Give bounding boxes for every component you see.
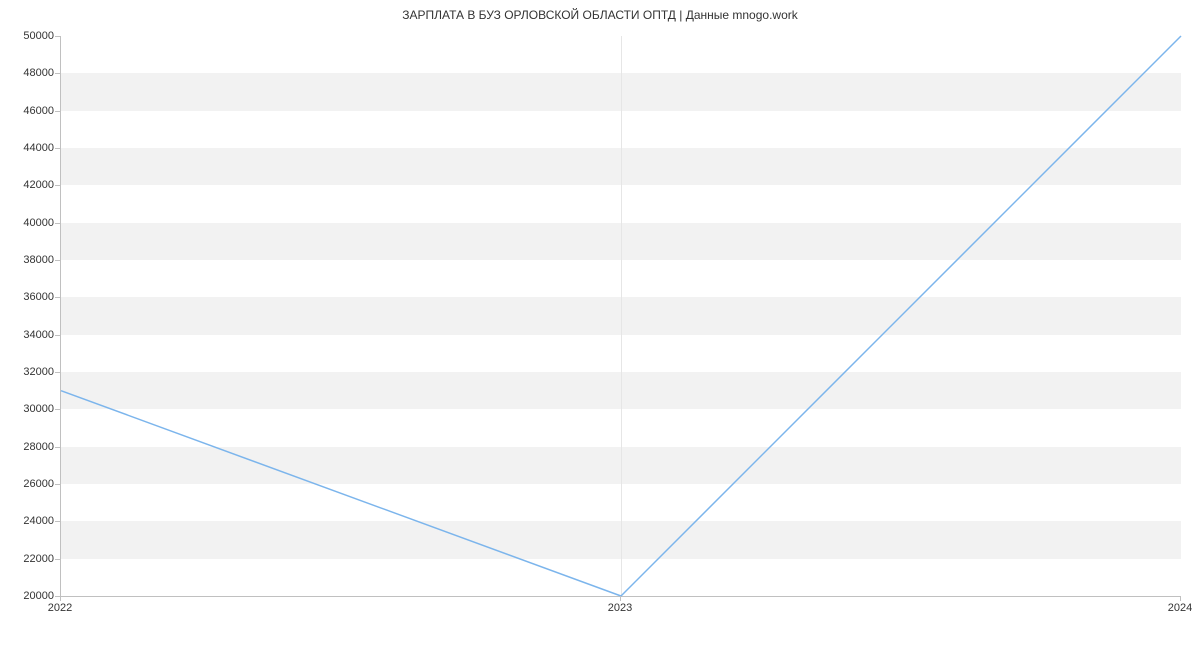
x-tick-mark <box>1180 596 1181 601</box>
y-tick-label: 40000 <box>4 217 54 229</box>
y-tick-mark <box>55 335 60 336</box>
y-tick-label: 28000 <box>4 441 54 453</box>
plot-area <box>60 36 1181 597</box>
y-tick-label: 30000 <box>4 403 54 415</box>
series-line-salary <box>61 36 1181 596</box>
x-tick-label: 2023 <box>608 602 632 614</box>
chart-title: ЗАРПЛАТА В БУЗ ОРЛОВСКОЙ ОБЛАСТИ ОПТД | … <box>0 8 1200 22</box>
y-tick-mark <box>55 521 60 522</box>
x-tick-mark <box>60 596 61 601</box>
y-tick-mark <box>55 447 60 448</box>
y-tick-label: 22000 <box>4 553 54 565</box>
y-tick-mark <box>55 260 60 261</box>
line-layer <box>61 36 1181 596</box>
y-tick-label: 46000 <box>4 105 54 117</box>
y-tick-mark <box>55 223 60 224</box>
y-tick-label: 36000 <box>4 291 54 303</box>
y-tick-label: 20000 <box>4 590 54 602</box>
y-tick-mark <box>55 185 60 186</box>
y-tick-label: 32000 <box>4 366 54 378</box>
y-tick-label: 50000 <box>4 30 54 42</box>
x-tick-label: 2024 <box>1168 602 1192 614</box>
x-tick-mark <box>620 596 621 601</box>
y-tick-label: 44000 <box>4 142 54 154</box>
y-tick-mark <box>55 297 60 298</box>
y-tick-label: 42000 <box>4 179 54 191</box>
salary-line-chart: ЗАРПЛАТА В БУЗ ОРЛОВСКОЙ ОБЛАСТИ ОПТД | … <box>0 0 1200 650</box>
y-tick-mark <box>55 372 60 373</box>
y-tick-label: 48000 <box>4 67 54 79</box>
y-tick-mark <box>55 484 60 485</box>
y-tick-mark <box>55 73 60 74</box>
y-tick-label: 26000 <box>4 478 54 490</box>
y-tick-mark <box>55 409 60 410</box>
x-tick-label: 2022 <box>48 602 72 614</box>
y-tick-mark <box>55 111 60 112</box>
y-tick-label: 38000 <box>4 254 54 266</box>
y-tick-mark <box>55 36 60 37</box>
y-tick-label: 34000 <box>4 329 54 341</box>
y-tick-mark <box>55 148 60 149</box>
y-tick-label: 24000 <box>4 515 54 527</box>
y-tick-mark <box>55 559 60 560</box>
